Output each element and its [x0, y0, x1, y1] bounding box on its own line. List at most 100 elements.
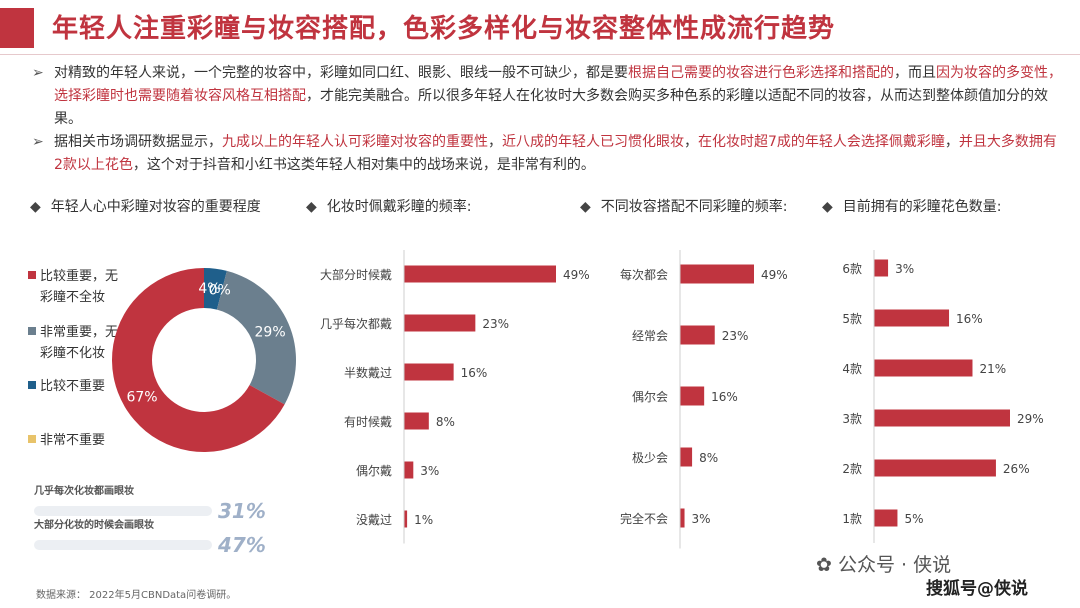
bar-value-label: 23%: [482, 317, 509, 331]
bar-category-label: 4款: [842, 362, 862, 376]
stat-bar-track: [34, 540, 212, 550]
bar-mark: [680, 325, 715, 345]
bar-value-label: 26%: [1003, 462, 1030, 476]
bar-mark: [874, 509, 898, 527]
bullet-list: ➢ 对精致的年轻人来说，一个完整的妆容中，彩瞳如同口红、眼影、眼线一般不可缺少，都…: [32, 62, 1062, 177]
bar-category-label: 偶尔戴: [356, 463, 392, 478]
legend-swatch: [28, 271, 36, 279]
stat-bar-track: [34, 506, 212, 516]
bar-mark: [874, 259, 889, 277]
bar-category-label: 每次都会: [620, 267, 668, 282]
eye-stat-1: 大部分化妆的时候会画眼妆 47%: [34, 520, 266, 557]
body-text: 据相关市场调研数据显示，: [54, 134, 222, 150]
bar-value-label: 23%: [722, 329, 749, 343]
donut-slice-0: [111, 268, 285, 452]
bar-value-label: 3%: [895, 262, 914, 276]
donut-label-0: 67%: [126, 390, 157, 406]
legend-item-0: 比较重要，无 彩瞳不全妆: [28, 266, 118, 308]
bar-mark: [874, 409, 1010, 427]
bar-value-label: 16%: [711, 390, 738, 404]
diamond-icon: ◆: [580, 199, 591, 215]
legend-swatch: [28, 435, 36, 443]
bar-category-label: 3款: [842, 412, 862, 426]
diamond-icon: ◆: [306, 199, 317, 215]
bar-value-label: 1%: [414, 513, 433, 527]
bar-value-label: 8%: [699, 451, 718, 465]
bar-category-label: 6款: [842, 262, 862, 276]
body-text: ，而且: [894, 65, 936, 81]
bar-mark: [874, 359, 973, 377]
legend-item-2: 比较不重要: [28, 376, 105, 397]
bar-mark: [404, 265, 556, 283]
bar-value-label: 21%: [979, 362, 1006, 376]
legend-swatch: [28, 381, 36, 389]
wechat-watermark: ✿ 公众号 · 侠说: [816, 554, 952, 576]
diamond-icon: ◆: [30, 199, 41, 215]
title-accent-bar: [0, 8, 34, 48]
bar-mark: [404, 363, 454, 381]
page-title: 年轻人注重彩瞳与妆容搭配，色彩多样化与妆容整体性成流行趋势: [52, 14, 836, 44]
bar-mark: [874, 459, 996, 477]
bar-mark: [680, 508, 685, 528]
bar-value-label: 5%: [904, 512, 923, 526]
bar-mark: [680, 264, 754, 284]
arrow-icon: ➢: [32, 134, 44, 150]
bar-value-label: 16%: [956, 312, 983, 326]
highlighted-text: 在化妆时超7成的年轻人会选择佩戴彩瞳: [698, 134, 945, 150]
sohu-watermark: 搜狐号@侠说: [924, 574, 1030, 599]
body-text: ，: [944, 134, 959, 150]
bar-mark: [680, 447, 693, 467]
bar-value-label: 49%: [761, 268, 788, 282]
section-heading-match-frequency: ◆ 不同妆容搭配不同彩瞳的频率:: [580, 199, 788, 215]
title-divider: [0, 54, 1080, 55]
donut-slice-1: [216, 270, 296, 405]
bullet-paragraph: ➢ 对精致的年轻人来说，一个完整的妆容中，彩瞳如同口红、眼影、眼线一般不可缺少，都…: [32, 62, 1062, 131]
bullet-paragraph: ➢ 据相关市场调研数据显示，九成以上的年轻人认可彩瞳对妆容的重要性，近八成的年轻人…: [32, 131, 1062, 177]
body-text: ，: [488, 134, 502, 150]
bar-chart-match-frequency: 每次都会 49% 经常会 23% 偶尔会 16% 极少会 8% 完全不会 3%: [620, 250, 788, 549]
bar-category-label: 经常会: [632, 329, 668, 343]
body-text: ，才能完美融合。所以很多年轻人在化妆时大多数会购买多种色系的彩瞳以适配不同的妆容…: [54, 88, 1048, 127]
bar-category-label: 半数戴过: [344, 365, 392, 380]
bar-value-label: 3%: [692, 512, 711, 526]
bar-category-label: 完全不会: [620, 511, 668, 526]
legend-item-1: 非常重要，无 彩瞳不化妆: [28, 322, 118, 364]
bar-value-label: 16%: [461, 366, 488, 380]
section-heading-pattern-count: ◆ 目前拥有的彩瞳花色数量:: [822, 199, 1002, 215]
bar-value-label: 29%: [1017, 412, 1044, 426]
donut-label-2: 4%: [198, 281, 220, 297]
body-text: ，: [684, 134, 698, 150]
arrow-icon: ➢: [32, 65, 44, 81]
bar-mark: [404, 314, 476, 332]
bar-category-label: 极少会: [632, 451, 668, 465]
bar-mark: [404, 510, 408, 528]
bar-category-label: 1款: [842, 512, 862, 526]
wechat-icon: ✿: [816, 554, 832, 576]
bar-value-label: 3%: [420, 464, 439, 478]
bar-value-label: 8%: [436, 415, 455, 429]
eye-stat-0: 几乎每次化妆都画眼妆 31%: [34, 486, 266, 523]
body-text: ，这个对于抖音和小红书这类年轻人相对集中的战场来说，是非常有利的。: [132, 157, 595, 173]
donut-slice-2: [204, 268, 227, 310]
bar-category-label: 大部分时候戴: [320, 267, 392, 282]
section-heading-importance: ◆ 年轻人心中彩瞳对妆容的重要程度: [30, 199, 261, 215]
donut-label-3: 0%: [209, 283, 231, 299]
highlighted-text: 因为妆容的多变性，选择彩瞳时也需要随着妆容风格互相搭配: [54, 65, 1062, 104]
highlighted-text: 近八成的年轻人已习惯化眼妆: [502, 134, 684, 150]
bar-category-label: 几乎每次都戴: [320, 316, 392, 331]
bar-value-label: 49%: [563, 268, 590, 282]
bar-mark: [680, 386, 705, 406]
bar-mark: [404, 461, 414, 479]
diamond-icon: ◆: [822, 199, 833, 215]
bar-chart-pattern-count: 6款 3% 5款 16% 4款 21% 3款 29% 2款 26% 1款 5%: [842, 250, 1044, 543]
bar-mark: [404, 412, 429, 430]
highlighted-text: 并且大多数拥有2款以上花色: [54, 134, 1057, 173]
bar-mark: [874, 309, 950, 327]
section-heading-wear-frequency: ◆ 化妆时佩戴彩瞳的频率:: [306, 199, 472, 215]
legend-item-3: 非常不重要: [28, 430, 105, 451]
donut-chart: 67% 29% 4%0%: [111, 268, 296, 452]
body-text: 对精致的年轻人来说，一个完整的妆容中，彩瞳如同口红、眼影、眼线一般不可缺少，都是…: [54, 65, 628, 81]
bar-chart-wear-frequency: 大部分时候戴 49% 几乎每次都戴 23% 半数戴过 16% 有时候戴 8% 偶尔戴 3% 没戴过 1…: [320, 250, 590, 544]
legend-swatch: [28, 327, 36, 335]
bar-category-label: 5款: [842, 312, 862, 326]
